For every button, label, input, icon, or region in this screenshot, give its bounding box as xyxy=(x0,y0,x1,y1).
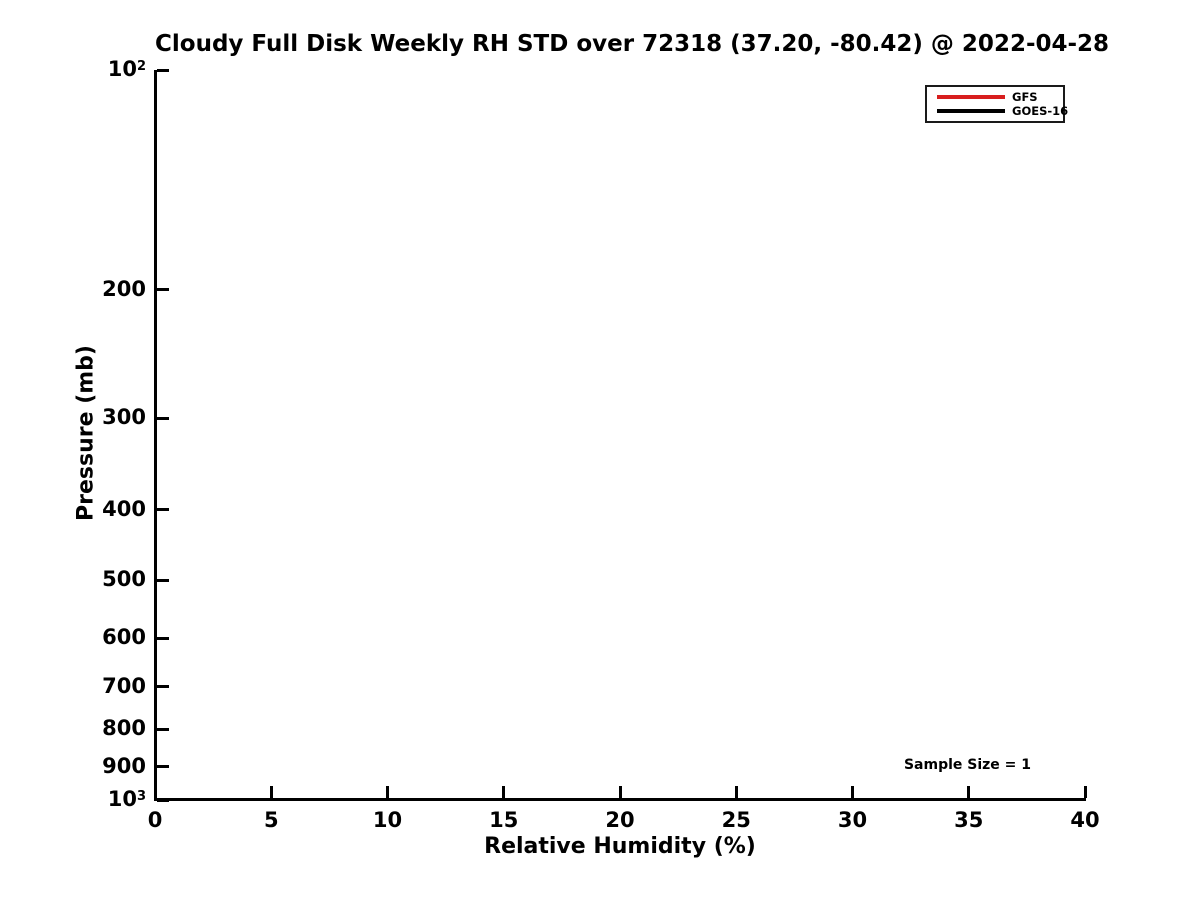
x-tick-mark xyxy=(502,786,506,798)
legend-entry-goes-16: GOES-16 xyxy=(937,104,1068,118)
y-axis-spine xyxy=(154,70,157,801)
legend: GFS GOES-16 xyxy=(925,85,1068,123)
x-tick-label: 15 xyxy=(489,808,519,832)
x-axis-label: Relative Humidity (%) xyxy=(484,834,756,859)
x-tick-label: 40 xyxy=(1070,808,1100,832)
x-tick-label: 0 xyxy=(147,808,163,832)
y-tick-label: 700 xyxy=(102,673,146,698)
y-tick-mark xyxy=(157,765,169,769)
legend-line-goes-16 xyxy=(937,109,1005,113)
chart-title: Cloudy Full Disk Weekly RH STD over 7231… xyxy=(155,31,1110,57)
x-tick-mark xyxy=(1083,786,1087,798)
x-tick-label: 30 xyxy=(837,808,868,832)
legend-label: GFS xyxy=(1012,90,1038,104)
x-tick-label: 35 xyxy=(954,808,984,832)
x-tick-label: 5 xyxy=(263,808,279,832)
y-tick-label: 500 xyxy=(102,567,146,592)
legend-entry-gfs: GFS xyxy=(937,90,1057,104)
y-tick-mark xyxy=(157,508,169,511)
x-tick-mark xyxy=(967,786,971,798)
y-tick-mark xyxy=(157,636,169,640)
x-tick-mark xyxy=(618,786,622,798)
x-tick-mark xyxy=(386,786,389,798)
y-tick-mark xyxy=(157,288,169,292)
y-axis-label: Pressure (mb) xyxy=(73,345,99,521)
y-tick-label: 800 xyxy=(102,716,146,741)
y-tick-mark xyxy=(157,727,169,731)
y-tick-label: 103 xyxy=(107,787,146,811)
y-tick-mark xyxy=(157,68,169,72)
x-tick-label: 25 xyxy=(721,808,751,832)
y-tick-label: 102 xyxy=(107,57,146,81)
y-tick-label: 300 xyxy=(102,405,146,430)
y-tick-mark xyxy=(157,685,169,689)
x-tick-mark xyxy=(734,786,738,798)
legend-line-gfs xyxy=(937,95,1005,99)
x-axis-spine xyxy=(154,798,1086,801)
x-tick-mark xyxy=(269,786,273,798)
sample-size-annotation: Sample Size = 1 xyxy=(903,757,1032,773)
x-tick-label: 20 xyxy=(605,808,635,832)
y-tick-label: 900 xyxy=(102,753,146,778)
y-tick-label: 400 xyxy=(102,496,146,521)
y-tick-mark xyxy=(157,578,169,582)
x-tick-mark xyxy=(153,786,157,798)
y-tick-label: 200 xyxy=(102,276,146,301)
x-tick-label: 10 xyxy=(372,808,403,832)
x-tick-mark xyxy=(851,786,854,798)
legend-label: GOES-16 xyxy=(1012,104,1069,118)
y-tick-label: 600 xyxy=(102,625,146,650)
y-tick-mark xyxy=(157,416,169,420)
y-tick-mark xyxy=(157,798,169,802)
